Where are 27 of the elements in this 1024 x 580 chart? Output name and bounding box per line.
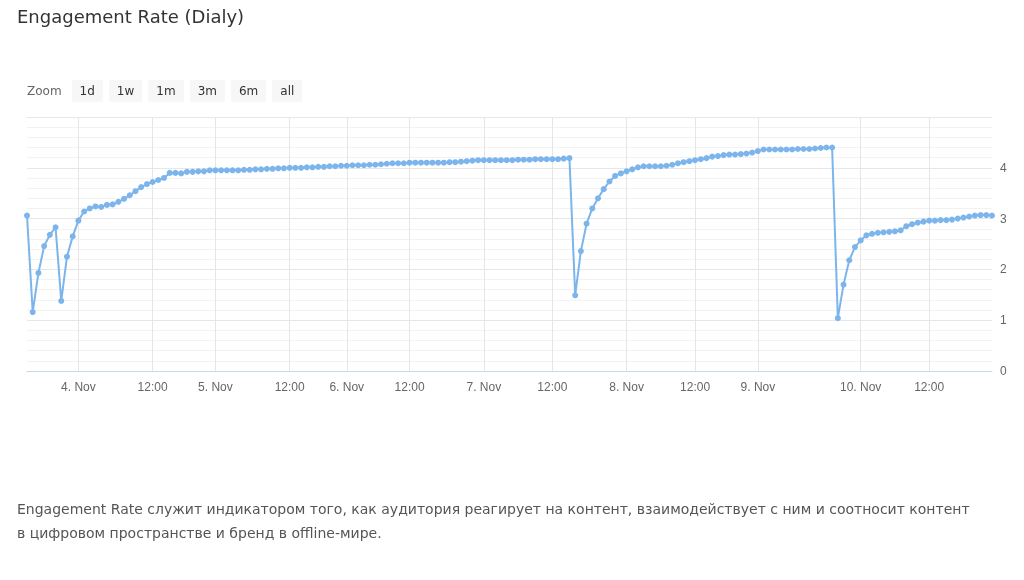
x-tick-label: 12:00 <box>914 380 945 394</box>
x-tick-label: 9. Nov <box>740 380 776 394</box>
text: 1d <box>71 80 103 102</box>
text: Engagement Rate служит индикатором того, как аудитория реагирует на контент, взаимодействует с ним и соотносит контент в цифровом пространстве и бренд в offline-мире. <box>17 500 971 543</box>
y-tick-label: 0 <box>1000 364 1007 378</box>
y-tick-label: 1 <box>1000 313 1007 328</box>
x-tick-label: 12:00 <box>394 380 425 394</box>
x-tick-label: 7. Nov <box>466 380 502 394</box>
x-tick-label: 5. Nov <box>198 380 233 394</box>
x-tick-label: 4. Nov <box>61 380 96 394</box>
text: 1m <box>148 80 184 102</box>
text: 1w <box>108 80 143 102</box>
y-tick-label: 2 <box>1000 262 1007 277</box>
x-tick-label: 12:00 <box>274 380 305 394</box>
y-tick-label: 3 <box>1000 211 1007 226</box>
x-tick-label: 8. Nov <box>609 380 644 394</box>
x-tick-label: 6. Nov <box>329 380 365 394</box>
x-tick-label: 10. Nov <box>839 380 882 394</box>
text: Zoom <box>27 84 62 98</box>
text: all <box>272 80 303 102</box>
y-tick-label: 4 <box>1000 160 1007 175</box>
chart-title: Engagement Rate (Dialy) <box>17 6 245 27</box>
text: 3m <box>189 80 225 102</box>
x-tick-label: 12:00 <box>680 380 711 394</box>
text: 6m <box>230 80 267 102</box>
x-tick-label: 12:00 <box>137 380 168 394</box>
x-tick-label: 12:00 <box>537 380 568 394</box>
